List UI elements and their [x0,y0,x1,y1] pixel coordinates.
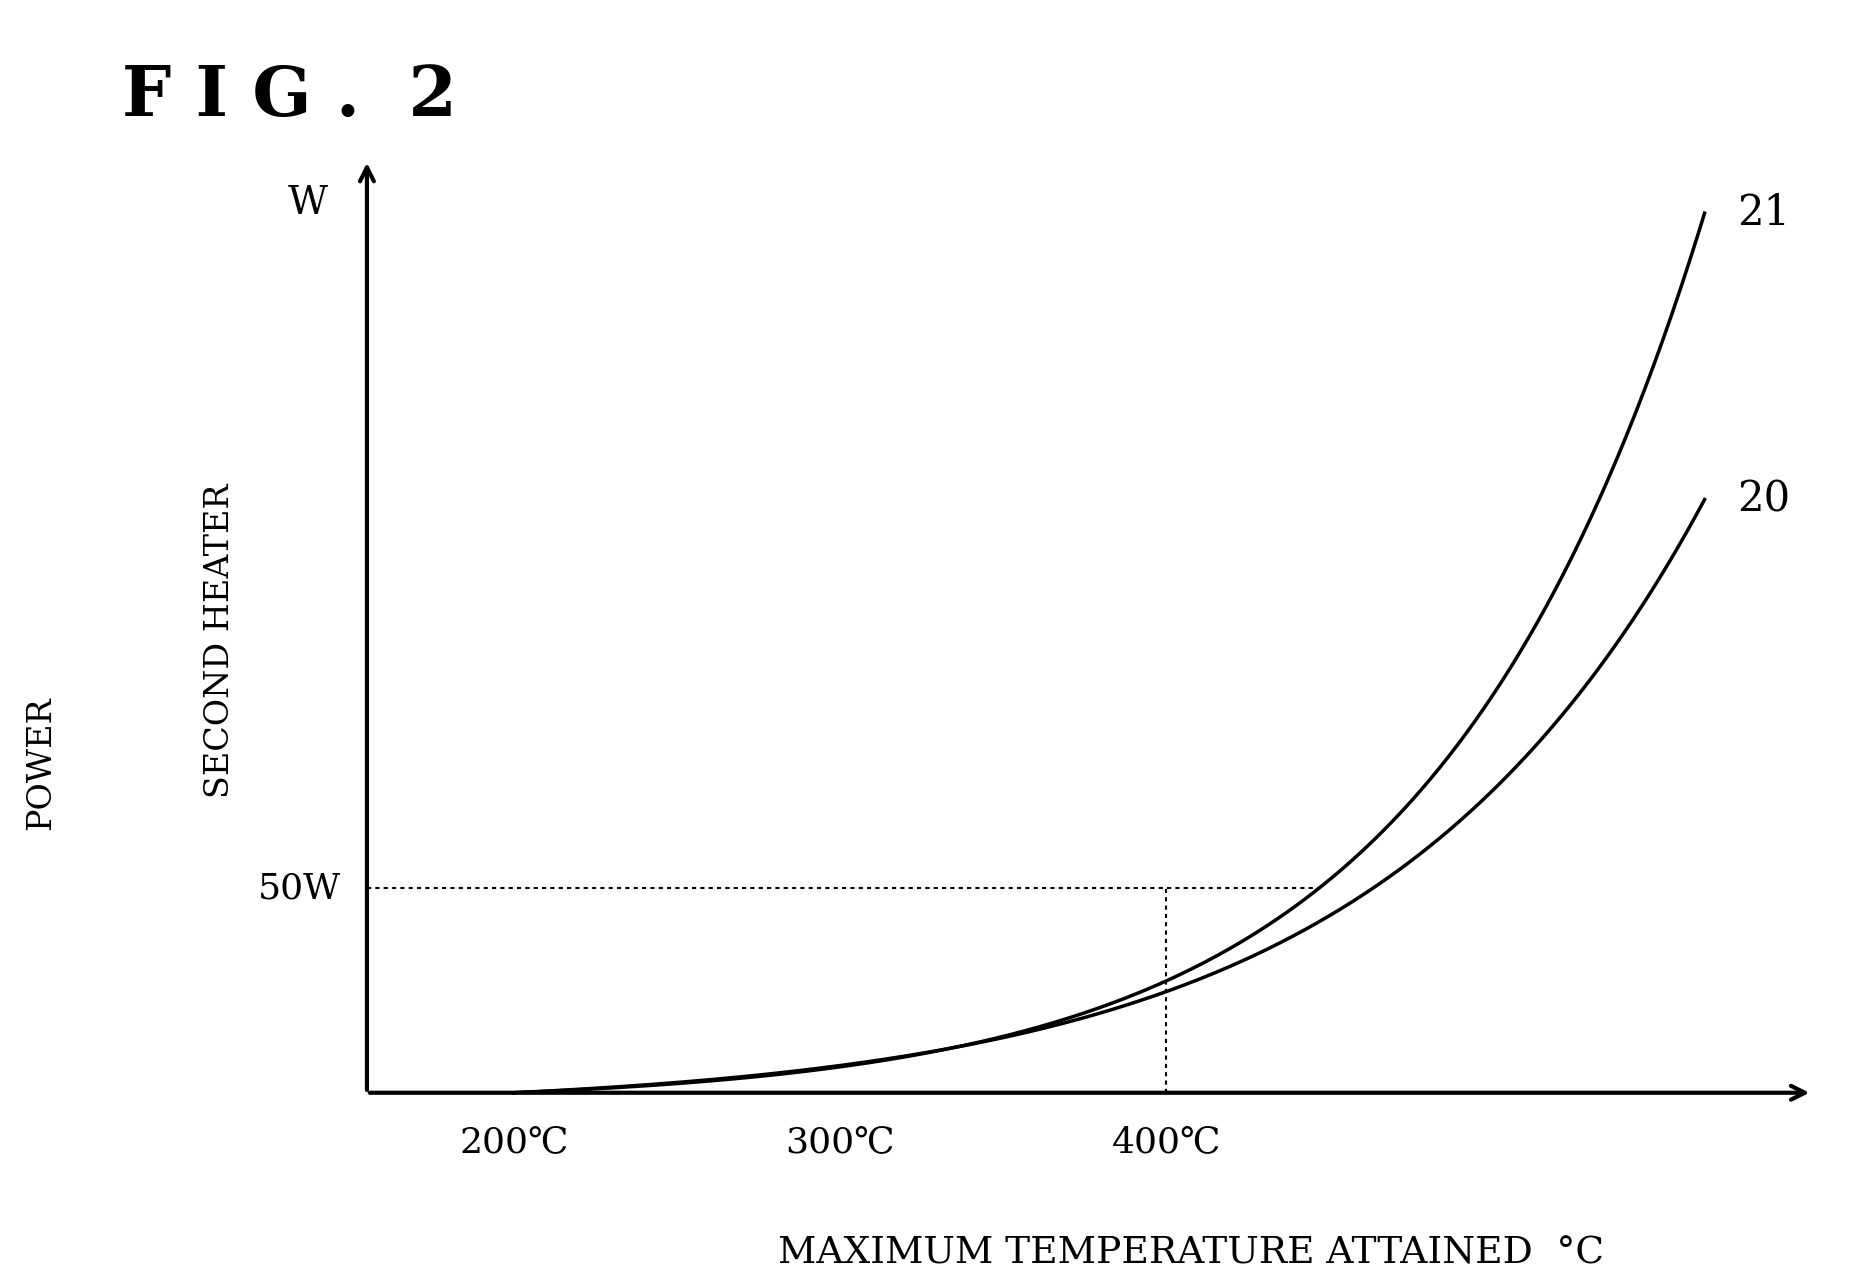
Text: 200℃: 200℃ [459,1126,568,1160]
Text: W: W [287,185,328,221]
Text: 21: 21 [1736,192,1791,234]
Text: 50W: 50W [257,872,341,906]
Text: 300℃: 300℃ [786,1126,894,1160]
Text: F I G .  2: F I G . 2 [122,63,458,130]
Text: POWER: POWER [24,697,56,830]
Text: MAXIMUM TEMPERATURE ATTAINED  °C: MAXIMUM TEMPERATURE ATTAINED °C [778,1236,1605,1265]
Text: SECOND HEATER: SECOND HEATER [204,483,236,798]
Text: 20: 20 [1736,478,1791,520]
Text: 400℃: 400℃ [1112,1126,1221,1160]
